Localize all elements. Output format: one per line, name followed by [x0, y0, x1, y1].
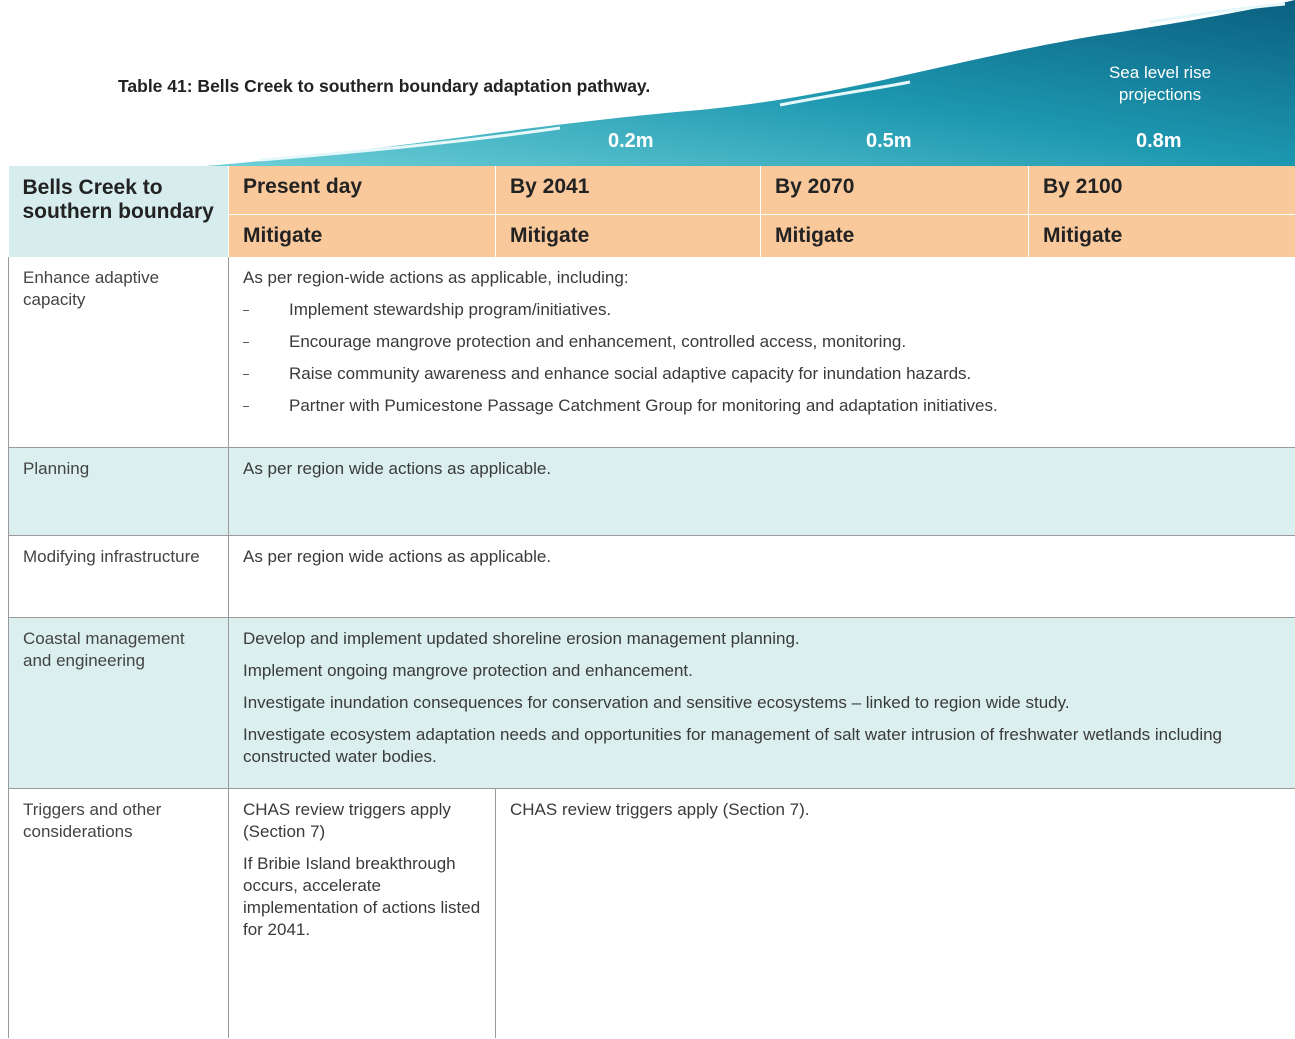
projection: 0.8m: [1136, 130, 1182, 152]
row-label: Coastal management and engineering: [8, 617, 229, 789]
period: Present day: [228, 166, 496, 215]
projection: 0.2m: [608, 130, 654, 152]
bullet: Implement stewardship program/initiative…: [243, 299, 1282, 321]
pathway-table: Bells Creek to southern boundary Present…: [8, 166, 1295, 1038]
projection: 0.5m: [866, 130, 912, 152]
paragraph: Implement ongoing mangrove protection an…: [243, 660, 693, 680]
row-content: As per region-wide actions as applicable…: [228, 257, 1295, 448]
table-title: Table 41: Bells Creek to southern bounda…: [118, 76, 651, 96]
row-label: Modifying infrastructure: [8, 535, 229, 618]
paragraph: Develop and implement updated shoreline …: [243, 628, 800, 648]
action: Mitigate: [228, 214, 496, 257]
action: Mitigate: [760, 214, 1029, 257]
sea-level-label: Sea level rise projections: [1108, 63, 1212, 104]
row-content: Develop and implement updated shoreline …: [228, 617, 1295, 789]
paragraph: Investigate inundation consequences for …: [243, 692, 1070, 712]
bullet: Raise community awareness and enhance so…: [243, 363, 1282, 385]
intro: As per region-wide actions as applicable…: [243, 268, 629, 287]
row-label: Triggers and other considerations: [8, 788, 229, 1038]
bullet-text: Implement stewardship program/initiative…: [289, 300, 612, 319]
paragraph: If Bribie Island breakthrough occurs, ac…: [243, 853, 481, 939]
region-header: Bells Creek to southern boundary: [8, 166, 229, 257]
row-label: Enhance adaptive capacity: [8, 257, 229, 448]
row-content: CHAS review triggers apply (Section 7) I…: [228, 788, 496, 1038]
row-content: As per region wide actions as applicable…: [228, 447, 1295, 536]
paragraph: CHAS review triggers apply (Section 7).: [510, 799, 810, 819]
bullet: Encourage mangrove protection and enhanc…: [243, 331, 1282, 353]
paragraph: As per region wide actions as applicable…: [243, 458, 552, 478]
bullet-text: Partner with Pumicestone Passage Catchme…: [289, 396, 998, 415]
period: By 2070: [760, 166, 1029, 215]
bullet-text: Raise community awareness and enhance so…: [289, 364, 972, 383]
bullet-text: Encourage mangrove protection and enhanc…: [289, 332, 907, 351]
paragraph: CHAS review triggers apply (Section 7): [243, 799, 451, 841]
period: By 2100: [1028, 166, 1295, 215]
wave-banner: [205, 0, 1295, 166]
period: By 2041: [495, 166, 761, 215]
bullet: Partner with Pumicestone Passage Catchme…: [243, 395, 1282, 417]
row-label: Planning: [8, 447, 229, 536]
row-content: As per region wide actions as applicable…: [228, 535, 1295, 618]
paragraph: Investigate ecosystem adaptation needs a…: [243, 724, 1223, 766]
paragraph: As per region wide actions as applicable…: [243, 546, 552, 566]
action: Mitigate: [1028, 214, 1295, 257]
action: Mitigate: [495, 214, 761, 257]
row-content: CHAS review triggers apply (Section 7).: [496, 788, 1295, 1038]
